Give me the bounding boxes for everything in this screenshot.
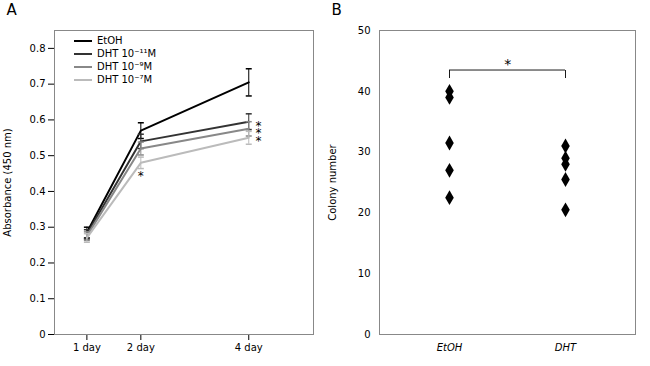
svg-text:20: 20 [358, 207, 371, 218]
svg-text:Absorbance (450 nm): Absorbance (450 nm) [2, 128, 13, 237]
svg-text:40: 40 [358, 86, 371, 97]
svg-text:0: 0 [39, 329, 45, 340]
svg-text:0.7: 0.7 [30, 78, 46, 89]
svg-text:0.1: 0.1 [30, 293, 46, 304]
svg-text:*: * [504, 56, 511, 72]
svg-text:1 day: 1 day [73, 342, 101, 353]
svg-text:Colony number: Colony number [327, 143, 338, 220]
svg-text:A: A [7, 1, 18, 19]
html-text:DHT 10⁻⁷M: DHT 10⁻⁷M [97, 74, 153, 85]
svg-text:30: 30 [358, 146, 371, 157]
svg-text:*: * [138, 169, 144, 183]
svg-text:EtOH: EtOH [437, 342, 463, 353]
svg-text:DHT: DHT [555, 342, 577, 353]
svg-text:0.5: 0.5 [30, 150, 46, 161]
html-text:DHT 10⁻¹¹M: DHT 10⁻¹¹M [97, 48, 157, 59]
html-text:DHT 10⁻⁹M: DHT 10⁻⁹M [97, 61, 153, 72]
svg-text:50: 50 [358, 25, 371, 36]
svg-text:0.3: 0.3 [30, 221, 46, 232]
svg-text:2 day: 2 day [127, 342, 155, 353]
svg-text:0.6: 0.6 [30, 114, 46, 125]
svg-text:0.4: 0.4 [30, 186, 46, 197]
svg-text:10: 10 [358, 268, 371, 279]
html-text:EtOH: EtOH [97, 35, 123, 46]
svg-text:4 day: 4 day [235, 342, 263, 353]
svg-text:B: B [332, 1, 342, 19]
svg-text:0.8: 0.8 [30, 43, 46, 54]
svg-text:0: 0 [364, 329, 370, 340]
svg-text:0.2: 0.2 [30, 257, 46, 268]
svg-text:*: * [255, 134, 261, 148]
